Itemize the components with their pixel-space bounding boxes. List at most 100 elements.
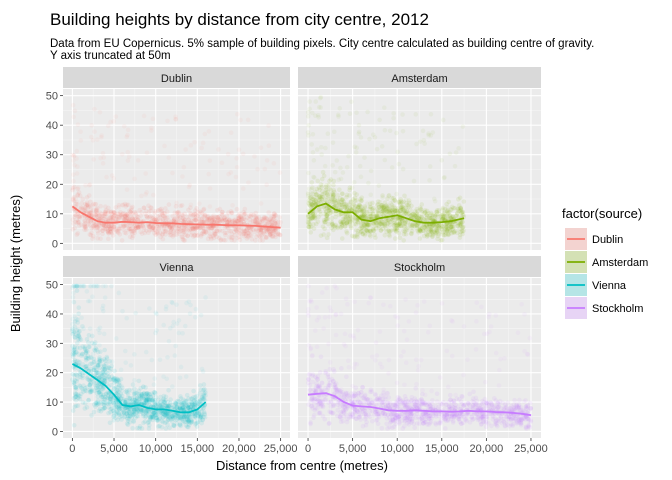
scatter-point — [392, 205, 398, 211]
scatter-point — [361, 208, 366, 213]
scatter-point — [357, 207, 363, 213]
scatter-point — [95, 364, 101, 369]
scatter-point — [70, 187, 75, 193]
scatter-point — [524, 405, 529, 411]
scatter-point — [101, 222, 106, 228]
scatter-point — [185, 407, 191, 412]
scatter-point — [199, 216, 205, 221]
scatter-point — [457, 226, 462, 232]
scatter-point — [174, 210, 180, 216]
scatter-point — [237, 234, 242, 240]
scatter-point — [182, 225, 187, 230]
scatter-point — [101, 223, 107, 229]
scatter-point — [127, 226, 132, 232]
scatter-point — [181, 401, 186, 406]
scatter-point — [179, 401, 185, 406]
scatter-point — [340, 197, 346, 203]
scatter-point — [191, 218, 196, 224]
scatter-point — [337, 187, 342, 193]
scatter-point — [232, 220, 238, 226]
scatter-point — [195, 419, 201, 425]
scatter-point — [84, 202, 90, 208]
scatter-point — [434, 223, 440, 229]
scatter-point — [153, 413, 159, 418]
scatter-point — [141, 395, 147, 401]
scatter-point — [74, 199, 79, 205]
scatter-point — [376, 220, 382, 225]
scatter-point — [77, 360, 82, 365]
scatter-point — [448, 224, 454, 229]
scatter-point — [145, 215, 150, 221]
scatter-point — [384, 205, 389, 210]
scatter-point — [135, 224, 141, 230]
scatter-point — [102, 211, 108, 217]
scatter-point — [272, 227, 278, 233]
scatter-point — [124, 187, 130, 192]
scatter-point — [164, 409, 170, 415]
scatter-point — [94, 212, 99, 218]
scatter-point — [264, 228, 269, 234]
scatter-point — [307, 387, 313, 392]
scatter-point — [441, 211, 447, 216]
scatter-point — [340, 219, 346, 225]
scatter-point — [91, 359, 97, 365]
scatter-point — [384, 218, 390, 224]
scatter-point — [200, 140, 206, 146]
scatter-point — [128, 363, 134, 368]
scatter-point — [186, 184, 192, 190]
scatter-point — [123, 204, 129, 209]
scatter-point — [426, 132, 432, 138]
scatter-point — [123, 399, 128, 405]
scatter-point — [396, 200, 401, 205]
scatter-point — [193, 397, 199, 403]
scatter-point — [138, 399, 143, 405]
scatter-point — [96, 375, 102, 381]
scatter-point — [176, 211, 182, 216]
scatter-point — [320, 183, 325, 188]
scatter-point — [367, 409, 373, 414]
scatter-point — [157, 416, 162, 422]
scatter-point — [177, 223, 182, 229]
scatter-point — [488, 400, 493, 405]
scatter-point — [135, 214, 141, 220]
scatter-point — [135, 405, 140, 411]
scatter-point — [338, 387, 344, 392]
scatter-point — [341, 414, 347, 419]
scatter-point — [167, 425, 172, 431]
scatter-point — [151, 411, 156, 416]
scatter-point — [151, 192, 156, 198]
scatter-point — [165, 403, 171, 409]
scatter-point — [163, 412, 168, 418]
scatter-point — [150, 417, 156, 423]
scatter-point — [205, 227, 211, 232]
scatter-point — [118, 212, 124, 218]
scatter-point — [183, 423, 189, 428]
scatter-point — [382, 208, 388, 213]
scatter-point — [325, 131, 331, 137]
scatter-point — [189, 230, 195, 235]
scatter-point — [188, 202, 194, 208]
scatter-point — [232, 226, 237, 232]
scatter-point — [268, 216, 274, 222]
scatter-point — [428, 226, 433, 232]
scatter-point — [86, 368, 91, 374]
scatter-point — [177, 406, 183, 411]
scatter-point — [344, 204, 350, 210]
scatter-point — [391, 111, 396, 116]
scatter-point — [77, 223, 82, 228]
scatter-point — [107, 226, 113, 232]
scatter-point — [193, 212, 198, 218]
scatter-point — [103, 211, 109, 217]
scatter-point — [178, 414, 184, 420]
scatter-point — [162, 409, 167, 415]
scatter-point — [339, 191, 345, 197]
scatter-point — [178, 364, 184, 370]
scatter-point — [84, 348, 90, 354]
scatter-point — [311, 195, 317, 200]
scatter-point — [438, 238, 444, 243]
scatter-point — [416, 216, 422, 222]
scatter-point — [421, 224, 426, 229]
scatter-point — [182, 414, 187, 420]
scatter-point — [374, 411, 379, 417]
